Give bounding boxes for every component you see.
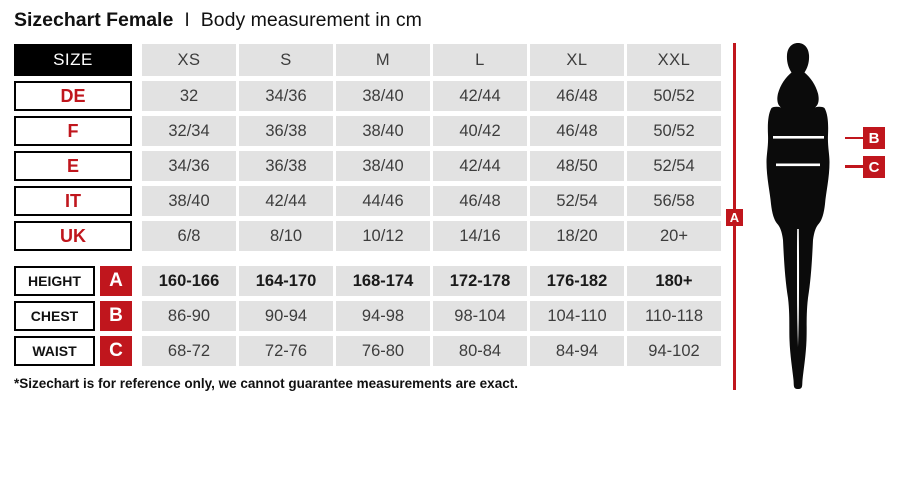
table-cell: 36/38 bbox=[239, 116, 333, 146]
table-cell: 38/40 bbox=[336, 151, 430, 181]
marker-badge-b: B bbox=[100, 301, 132, 331]
title-subtitle: Body measurement in cm bbox=[200, 9, 422, 31]
marker-b-connector bbox=[845, 136, 863, 139]
table-cell: 34/36 bbox=[239, 81, 333, 111]
marker-c-connector bbox=[845, 165, 863, 168]
table-cell: 36/38 bbox=[239, 151, 333, 181]
header-cell-xs: XS bbox=[142, 44, 236, 76]
measurement-figure: A B C bbox=[726, 38, 897, 398]
table-cell: 18/20 bbox=[530, 221, 624, 251]
table-row-e: E 34/36 36/38 38/40 42/44 48/50 52/54 bbox=[14, 151, 721, 181]
table-cell: 38/40 bbox=[336, 81, 430, 111]
header-cell-size: SIZE bbox=[14, 44, 132, 76]
table-row-f: F 32/34 36/38 38/40 40/42 46/48 50/52 bbox=[14, 116, 721, 146]
table-cell: 180+ bbox=[627, 266, 721, 296]
table-row-height: HEIGHT A 160-166 164-170 168-174 172-178… bbox=[14, 266, 721, 296]
table-cell: 76-80 bbox=[336, 336, 430, 366]
figure-marker-a: A bbox=[726, 209, 743, 226]
table-cell: 48/50 bbox=[530, 151, 624, 181]
row-label-height: HEIGHT bbox=[14, 266, 95, 296]
table-cell: 90-94 bbox=[239, 301, 333, 331]
table-header-row: SIZE XS S M L XL XXL bbox=[14, 44, 721, 76]
row-label-e: E bbox=[14, 151, 132, 181]
table-cell: 40/42 bbox=[433, 116, 527, 146]
table-cell: 94-98 bbox=[336, 301, 430, 331]
header-cell-m: M bbox=[336, 44, 430, 76]
table-cell: 44/46 bbox=[336, 186, 430, 216]
table-cell: 50/52 bbox=[627, 116, 721, 146]
page-title: Sizechart Female I Body measurement in c… bbox=[14, 9, 422, 32]
row-label-chest: CHEST bbox=[14, 301, 95, 331]
sizechart-table: SIZE XS S M L XL XXL DE 32 34/36 38/40 4… bbox=[14, 44, 721, 366]
marker-badge-a: A bbox=[100, 266, 132, 296]
row-label-f: F bbox=[14, 116, 132, 146]
row-label-it: IT bbox=[14, 186, 132, 216]
table-cell: 6/8 bbox=[142, 221, 236, 251]
table-cell: 172-178 bbox=[433, 266, 527, 296]
table-cell: 32 bbox=[142, 81, 236, 111]
table-row-uk: UK 6/8 8/10 10/12 14/16 18/20 20+ bbox=[14, 221, 721, 251]
table-cell: 176-182 bbox=[530, 266, 624, 296]
header-cell-l: L bbox=[433, 44, 527, 76]
table-cell: 46/48 bbox=[433, 186, 527, 216]
table-cell: 98-104 bbox=[433, 301, 527, 331]
table-cell: 80-84 bbox=[433, 336, 527, 366]
row-label-de: DE bbox=[14, 81, 132, 111]
chest-measure-line bbox=[773, 136, 824, 139]
figure-marker-c: C bbox=[863, 156, 885, 178]
table-cell: 46/48 bbox=[530, 116, 624, 146]
table-cell: 42/44 bbox=[433, 81, 527, 111]
table-cell: 104-110 bbox=[530, 301, 624, 331]
header-cell-xxl: XXL bbox=[627, 44, 721, 76]
title-separator: I bbox=[184, 9, 190, 31]
marker-badge-c: C bbox=[100, 336, 132, 366]
figure-marker-b: B bbox=[863, 127, 885, 149]
table-cell: 20+ bbox=[627, 221, 721, 251]
header-cell-s: S bbox=[239, 44, 333, 76]
table-cell: 94-102 bbox=[627, 336, 721, 366]
table-cell: 46/48 bbox=[530, 81, 624, 111]
footnote: *Sizechart is for reference only, we can… bbox=[14, 376, 518, 391]
table-cell: 42/44 bbox=[239, 186, 333, 216]
table-cell: 52/54 bbox=[627, 151, 721, 181]
waist-measure-line bbox=[776, 163, 820, 167]
table-cell: 56/58 bbox=[627, 186, 721, 216]
table-cell: 110-118 bbox=[627, 301, 721, 331]
table-cell: 50/52 bbox=[627, 81, 721, 111]
table-row-chest: CHEST B 86-90 90-94 94-98 98-104 104-110… bbox=[14, 301, 721, 331]
table-cell: 32/34 bbox=[142, 116, 236, 146]
table-cell: 84-94 bbox=[530, 336, 624, 366]
table-cell: 86-90 bbox=[142, 301, 236, 331]
table-row-waist: WAIST C 68-72 72-76 76-80 80-84 84-94 94… bbox=[14, 336, 721, 366]
title-brand: Sizechart Female bbox=[14, 9, 174, 31]
table-cell: 42/44 bbox=[433, 151, 527, 181]
table-cell: 10/12 bbox=[336, 221, 430, 251]
table-cell: 34/36 bbox=[142, 151, 236, 181]
table-cell: 14/16 bbox=[433, 221, 527, 251]
table-cell: 160-166 bbox=[142, 266, 236, 296]
table-cell: 168-174 bbox=[336, 266, 430, 296]
table-cell: 164-170 bbox=[239, 266, 333, 296]
table-row-de: DE 32 34/36 38/40 42/44 46/48 50/52 bbox=[14, 81, 721, 111]
table-cell: 52/54 bbox=[530, 186, 624, 216]
table-cell: 72-76 bbox=[239, 336, 333, 366]
row-label-uk: UK bbox=[14, 221, 132, 251]
table-cell: 38/40 bbox=[142, 186, 236, 216]
female-silhouette-icon bbox=[766, 43, 830, 389]
table-cell: 8/10 bbox=[239, 221, 333, 251]
header-cell-xl: XL bbox=[530, 44, 624, 76]
table-cell: 68-72 bbox=[142, 336, 236, 366]
table-cell: 38/40 bbox=[336, 116, 430, 146]
row-label-waist: WAIST bbox=[14, 336, 95, 366]
table-row-it: IT 38/40 42/44 44/46 46/48 52/54 56/58 bbox=[14, 186, 721, 216]
